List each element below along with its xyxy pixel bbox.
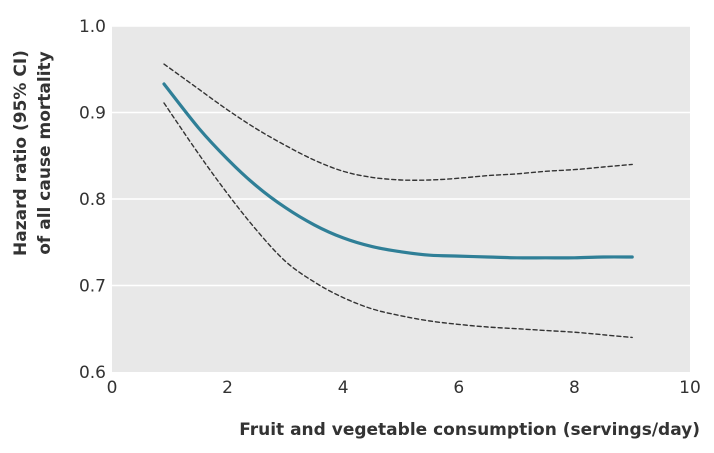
- y-tick-label: 0.6: [79, 363, 106, 383]
- x-tick-labels: 0 2 4 6 8 10: [107, 378, 701, 398]
- y-tick-label: 1.0: [79, 17, 106, 37]
- hazard-ratio-line: [162, 82, 634, 260]
- x-tick-label: 0: [107, 378, 118, 398]
- x-axis-title: Fruit and vegetable consumption (serving…: [239, 420, 700, 440]
- series-group: [162, 63, 634, 339]
- y-axis-title-line-1: Hazard ratio (95% CI): [11, 50, 31, 256]
- confidence-interval-line: [163, 102, 633, 339]
- x-tick-label: 4: [338, 378, 349, 398]
- y-axis-title-line-2: of all cause mortality: [35, 51, 55, 255]
- y-tick-label: 0.8: [79, 190, 106, 210]
- x-tick-label: 2: [222, 378, 233, 398]
- y-tick-label: 0.7: [79, 277, 106, 297]
- y-tick-label: 0.9: [79, 104, 106, 124]
- y-tick-labels: 0.6 0.7 0.8 0.9 1.0: [79, 17, 106, 383]
- x-tick-label: 8: [569, 378, 580, 398]
- x-tick-label: 10: [679, 378, 701, 398]
- grid-lines: [112, 25, 690, 287]
- confidence-interval-line: [163, 63, 633, 181]
- x-tick-label: 6: [453, 378, 464, 398]
